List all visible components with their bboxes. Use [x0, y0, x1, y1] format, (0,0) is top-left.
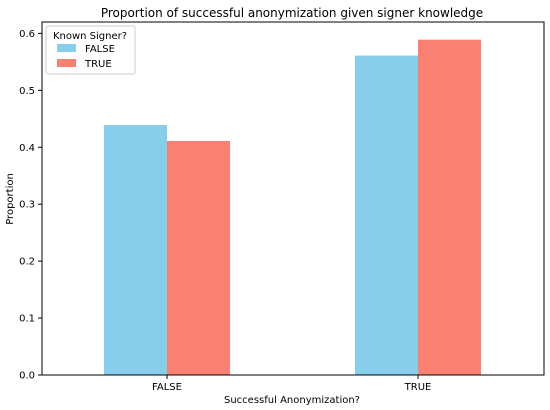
y-tick-label: 0.5: [19, 86, 35, 97]
y-tick-label: 0.4: [19, 143, 35, 154]
y-tick-label: 0.0: [19, 371, 35, 382]
legend-title: Known Signer?: [53, 31, 127, 42]
y-axis-ticks: 0.0 0.1 0.2 0.3 0.4 0.5 0.6: [19, 29, 42, 382]
x-axis-label: Successful Anonymization?: [224, 395, 360, 406]
y-tick-label: 0.3: [19, 200, 35, 211]
chart-title: Proportion of successful anonymization g…: [101, 6, 483, 20]
x-tick-label: TRUE: [404, 382, 432, 393]
bar-false-true: [167, 140, 230, 375]
legend-swatch-false: [57, 44, 76, 52]
bar-true-true: [418, 39, 481, 376]
x-tick-label: FALSE: [152, 382, 182, 393]
legend: Known Signer? FALSE TRUE: [45, 25, 136, 75]
y-axis-label: Proportion: [5, 173, 16, 225]
y-tick-label: 0.2: [19, 257, 35, 268]
plot-frame: [41, 21, 545, 376]
y-tick-label: 0.6: [19, 29, 35, 40]
bars-group: [104, 39, 481, 376]
x-axis-ticks: FALSE TRUE: [152, 375, 431, 393]
legend-label-true: TRUE: [84, 59, 112, 70]
bar-true-false: [355, 55, 418, 376]
y-tick-label: 0.1: [19, 314, 35, 325]
legend-items: FALSE TRUE: [57, 44, 115, 70]
legend-label-false: FALSE: [85, 44, 115, 55]
legend-swatch-true: [57, 59, 76, 67]
bar-false-false: [104, 125, 167, 375]
